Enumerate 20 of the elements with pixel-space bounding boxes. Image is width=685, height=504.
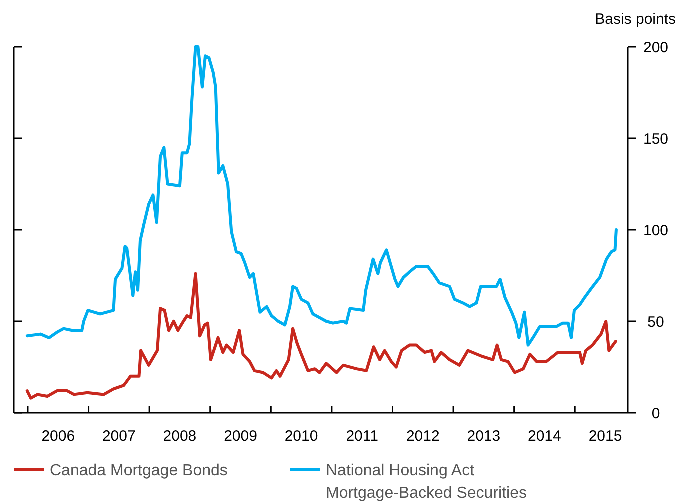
y-tick-label: 100 xyxy=(643,222,669,240)
y-tick-label: 200 xyxy=(643,39,669,56)
y-axis-title: Basis points xyxy=(595,11,676,28)
x-tick-label: 2015 xyxy=(588,428,622,445)
y-tick-label: 0 xyxy=(652,405,660,422)
x-tick-label: 2014 xyxy=(528,428,562,445)
x-tick-label: 2006 xyxy=(42,428,76,445)
x-tick-label: 2010 xyxy=(284,428,318,445)
y-tick-label: 150 xyxy=(643,130,669,148)
legend-label: National Housing Act Mortgage-Backed Securities xyxy=(326,462,527,502)
x-tick-label: 2011 xyxy=(346,428,378,445)
line-series xyxy=(26,272,618,400)
x-tick-label: 2013 xyxy=(467,428,501,445)
y-tick-label: 50 xyxy=(648,314,664,331)
line-series xyxy=(26,46,618,347)
x-tick-label: 2009 xyxy=(224,428,258,445)
x-tick-label: 2007 xyxy=(102,428,136,445)
legend-label: Canada Mortgage Bonds xyxy=(50,462,228,480)
x-tick-label: 2008 xyxy=(163,428,197,445)
x-tick-label: 2012 xyxy=(406,428,440,445)
